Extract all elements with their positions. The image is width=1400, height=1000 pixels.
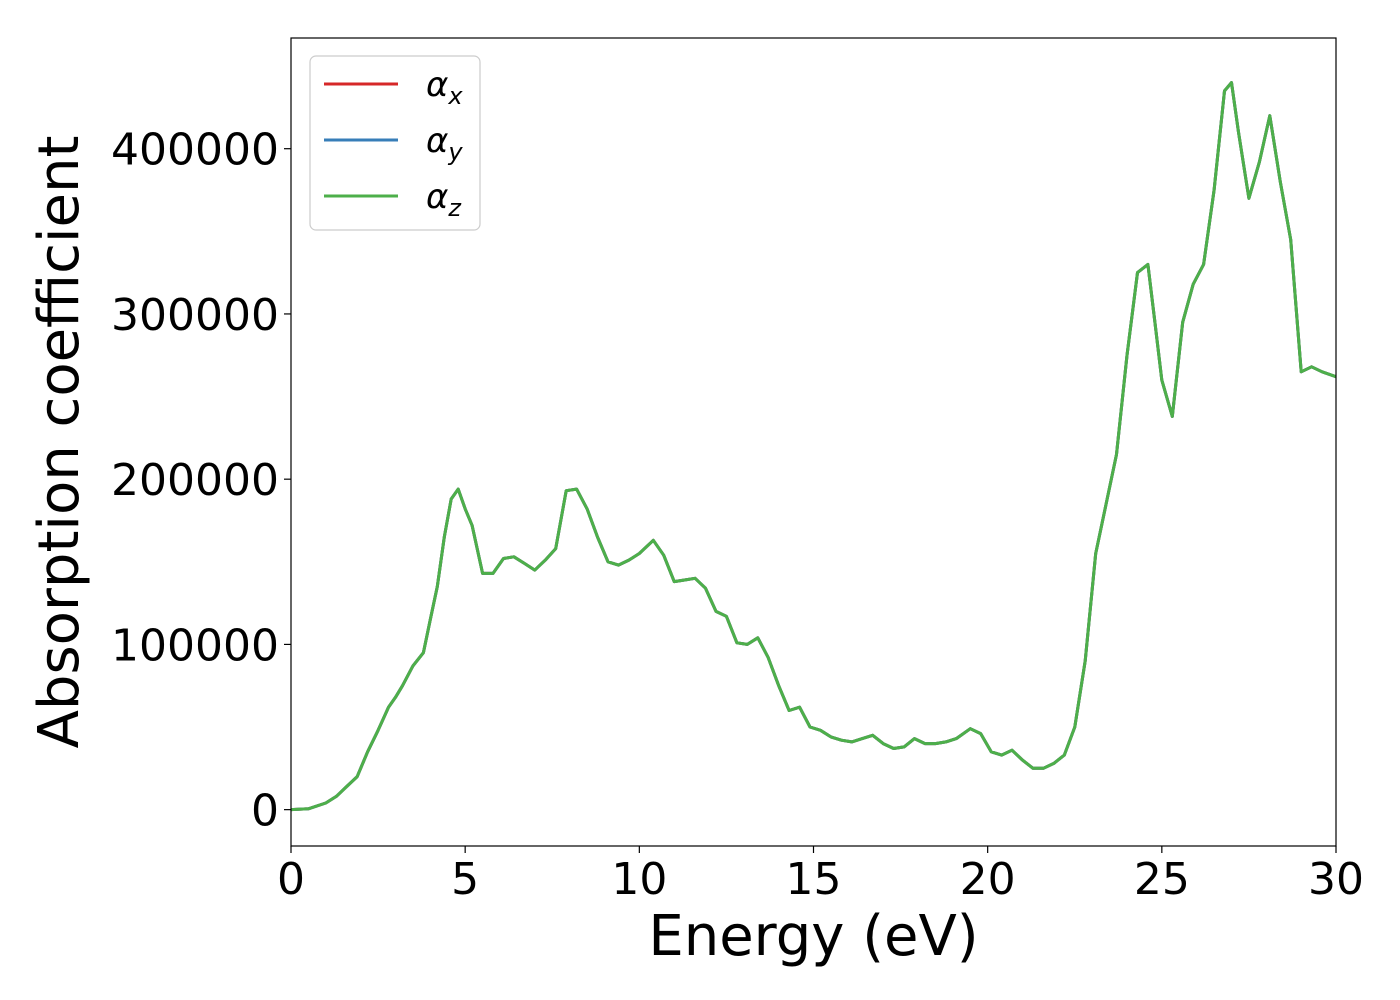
y-axis-label: Absorption coefficient xyxy=(27,136,92,749)
x-axis-ticks: 0 5 10 15 20 25 30 xyxy=(277,846,1364,905)
y-tick-label: 400000 xyxy=(111,125,279,176)
x-tick-label: 0 xyxy=(277,854,305,905)
legend-label: αx xyxy=(426,65,463,110)
x-axis-label: Energy (eV) xyxy=(648,904,978,969)
y-tick-label: 300000 xyxy=(111,290,279,341)
x-tick-label: 15 xyxy=(786,854,842,905)
y-tick-label: 200000 xyxy=(111,455,279,506)
x-tick-label: 5 xyxy=(451,854,479,905)
y-tick-label: 100000 xyxy=(111,620,279,671)
x-tick-label: 20 xyxy=(960,854,1016,905)
x-tick-label: 10 xyxy=(611,854,667,905)
series-layer xyxy=(291,81,1336,812)
series-line-z xyxy=(291,81,1336,812)
y-tick-label: 0 xyxy=(251,786,279,837)
y-axis-ticks: 0 100000 200000 300000 400000 xyxy=(111,125,291,837)
legend-label: αy xyxy=(426,121,463,166)
legend-box xyxy=(309,55,481,231)
x-tick-label: 30 xyxy=(1308,854,1364,905)
x-tick-label: 25 xyxy=(1134,854,1190,905)
